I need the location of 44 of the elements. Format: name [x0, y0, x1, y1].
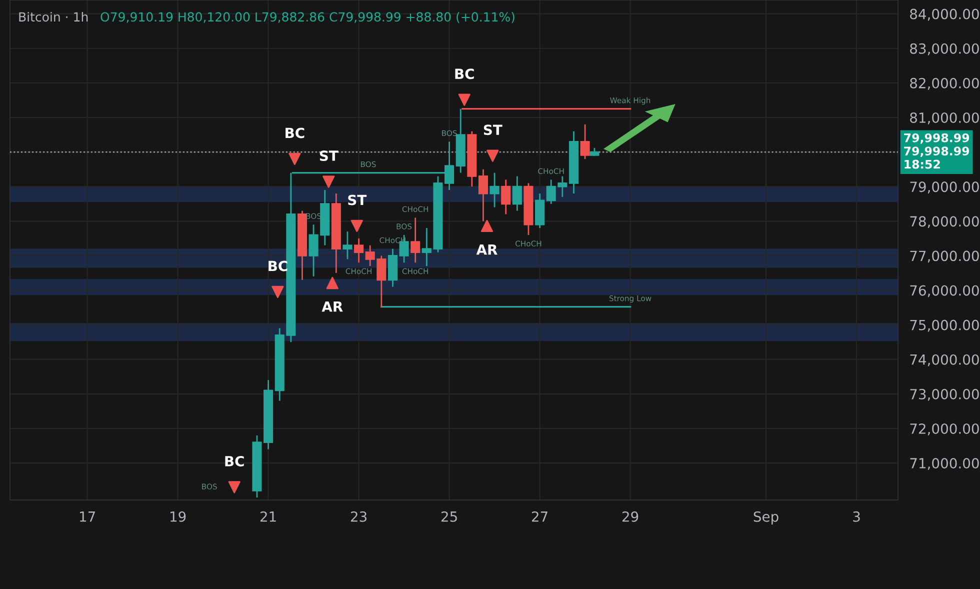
candlestick	[512, 176, 522, 212]
y-tick-label: 73,000.00	[910, 388, 979, 401]
annotation: BC	[225, 456, 244, 466]
x-tick-label: 27	[532, 511, 548, 522]
text: 79,998.99	[904, 146, 970, 158]
y-tick-label: 84,000.00	[910, 8, 979, 21]
y-tick-label: 71,000.00	[910, 458, 979, 470]
x-tick-label: 25	[441, 511, 457, 522]
text: 79,998.99	[904, 133, 970, 144]
y-tick-label: 81,000.00	[910, 112, 979, 124]
y-tick-label: 82,000.00	[910, 78, 979, 90]
x-tick-label: 23	[350, 511, 367, 522]
candlestick	[580, 124, 590, 160]
candlestick	[501, 178, 511, 215]
x-tick-label: 17	[80, 512, 95, 522]
y-tick-label: 72,000.00	[910, 423, 979, 436]
x-tick-label: 21	[260, 511, 276, 522]
candlestick	[354, 238, 364, 264]
candlestick	[342, 230, 352, 260]
candlestick	[490, 172, 500, 208]
annotation: ST	[320, 150, 338, 162]
y-tick-label: 76,000.00	[910, 285, 979, 298]
text: Bitcoin · 1h	[19, 12, 88, 22]
x-tick-label: 19	[170, 511, 186, 522]
annotation: BC	[268, 260, 288, 272]
annotation: BC	[286, 128, 304, 138]
annotation: BC	[455, 68, 474, 80]
y-tick-label: 78,000.00	[910, 216, 979, 228]
candlestick	[478, 168, 488, 222]
y-tick-label: 74,000.00	[910, 354, 979, 366]
y-tick-label: 83,000.00	[910, 43, 979, 56]
candlestick	[410, 216, 420, 264]
text: 18:52	[904, 160, 940, 169]
y-tick-label: 79,000.00	[910, 182, 979, 194]
annotation: ST	[348, 194, 367, 206]
annotation: ST	[484, 124, 502, 136]
text: O79,910.19 H80,120.00 L79,882.86 C79,998.99 +88.80 (+0.11%)	[100, 12, 514, 24]
x-tick-label: Sep	[754, 511, 778, 525]
x-tick-label: 3	[853, 511, 860, 522]
y-tick-label: 75,000.00	[910, 320, 979, 332]
y-tick-label: 77,000.00	[910, 250, 979, 263]
x-tick-label: 29	[622, 511, 638, 522]
annotation: AR	[322, 301, 343, 312]
annotation: AR	[476, 244, 498, 255]
